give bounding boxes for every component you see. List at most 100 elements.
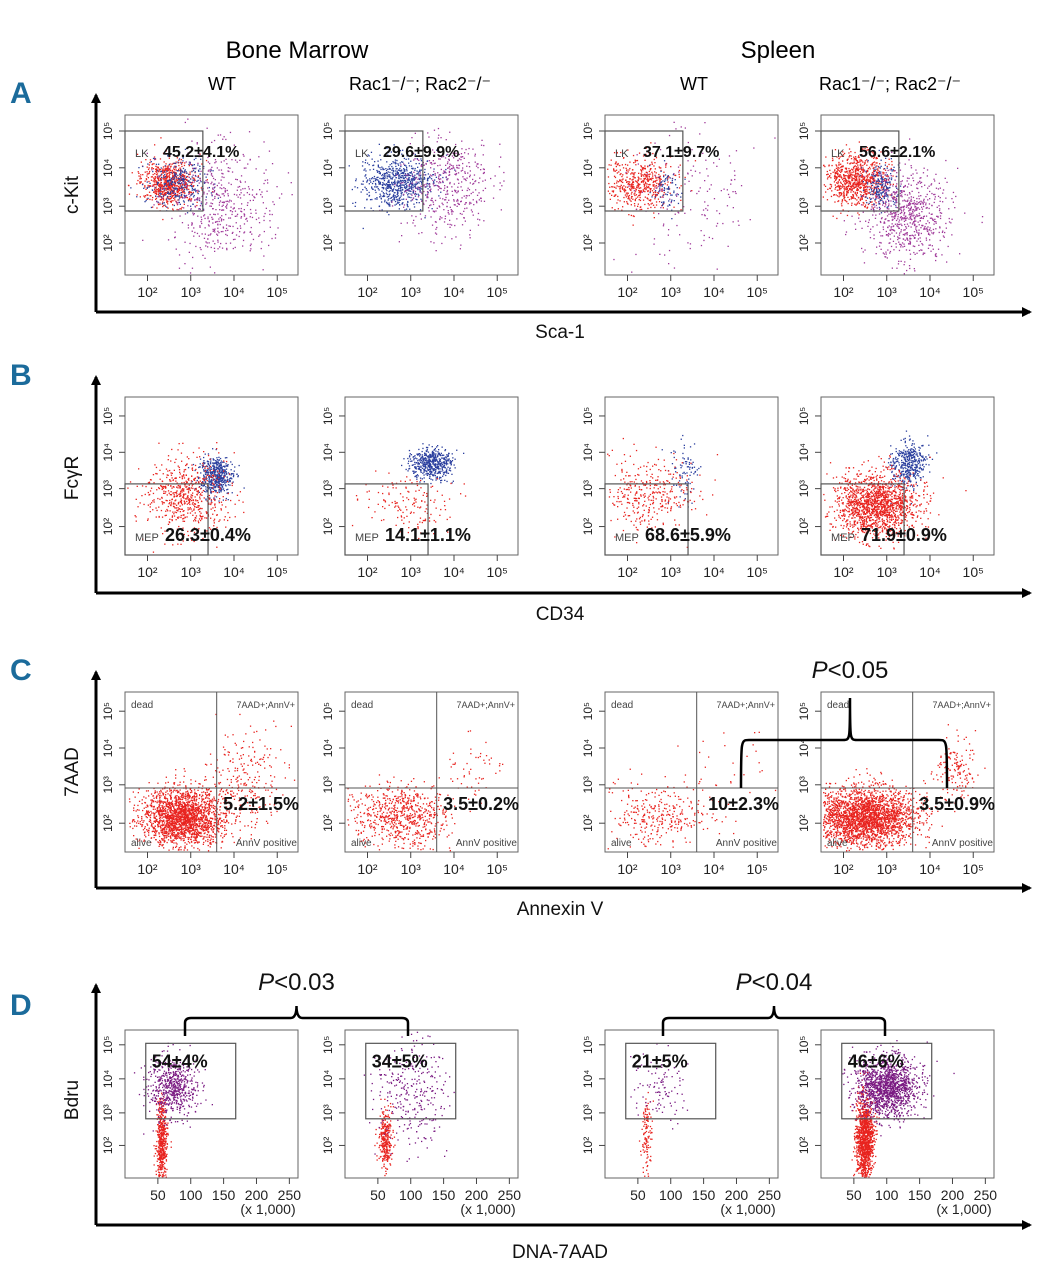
event-dot <box>188 191 190 193</box>
event-dot <box>260 247 262 250</box>
event-dot <box>839 189 841 191</box>
event-dot <box>425 183 427 185</box>
event-dot <box>140 177 142 180</box>
event-dot <box>890 228 892 230</box>
event-dot <box>216 220 218 223</box>
event-dot <box>908 242 910 245</box>
event-dot <box>666 208 668 210</box>
event-dot <box>196 180 198 182</box>
event-dot <box>242 153 244 156</box>
event-dot <box>147 186 149 188</box>
event-dot <box>197 164 199 166</box>
event-dot <box>158 190 160 193</box>
event-dot <box>848 198 851 201</box>
event-dot <box>243 223 246 225</box>
event-dot <box>219 223 221 226</box>
event-dot <box>212 228 214 231</box>
event-dot <box>903 214 905 216</box>
event-dot <box>393 181 395 184</box>
event-dot <box>159 185 161 187</box>
event-dot <box>652 181 654 184</box>
event-dot <box>888 181 890 183</box>
event-dot <box>848 174 850 176</box>
event-dot <box>663 192 665 194</box>
event-dot <box>470 209 473 211</box>
event-dot <box>181 206 183 209</box>
event-dot <box>853 174 855 176</box>
event-dot <box>890 173 892 175</box>
event-dot <box>291 194 293 196</box>
event-dot <box>399 179 402 181</box>
event-dot <box>847 192 849 194</box>
event-dot <box>444 199 446 201</box>
event-dot <box>930 250 932 252</box>
event-dot <box>882 176 884 178</box>
event-dot <box>375 186 377 188</box>
event-dot <box>864 204 867 206</box>
event-dot <box>180 174 182 176</box>
event-dot <box>915 208 917 210</box>
event-dot <box>253 196 255 198</box>
event-dot <box>273 203 275 206</box>
event-dot <box>437 172 439 174</box>
event-dot <box>917 207 919 209</box>
event-dot <box>394 163 397 165</box>
event-dot <box>871 204 873 206</box>
event-dot <box>906 205 908 207</box>
event-dot <box>402 182 404 184</box>
event-dot <box>846 159 848 161</box>
event-dot <box>264 179 266 182</box>
event-dot <box>430 216 432 218</box>
event-dot <box>475 189 477 191</box>
event-dot <box>218 204 220 206</box>
event-dot <box>188 180 190 182</box>
event-dot <box>912 196 915 199</box>
event-dot <box>865 150 867 152</box>
event-dot <box>859 161 861 163</box>
event-dot <box>834 201 836 203</box>
event-dot <box>390 176 392 178</box>
event-dot <box>830 184 833 186</box>
event-dot <box>423 184 425 187</box>
event-dot <box>889 177 891 179</box>
event-dot <box>166 183 168 185</box>
event-dot <box>909 213 911 215</box>
event-dot <box>423 190 425 193</box>
event-dot <box>201 195 203 198</box>
event-dot <box>851 171 853 174</box>
event-dot <box>651 177 653 179</box>
event-dot <box>384 183 386 185</box>
event-dot <box>398 199 400 201</box>
event-dot <box>411 194 413 196</box>
event-dot <box>870 164 872 166</box>
event-dot <box>469 170 471 172</box>
event-dot <box>872 177 874 179</box>
event-dot <box>939 208 941 210</box>
event-dot <box>401 191 403 194</box>
event-dot <box>408 174 410 176</box>
event-dot <box>149 185 152 187</box>
event-dot <box>857 181 860 183</box>
event-dot <box>414 185 417 187</box>
event-dot <box>387 168 389 170</box>
event-dot <box>164 168 166 170</box>
event-dot <box>880 198 883 200</box>
event-dot <box>193 181 196 183</box>
event-dot <box>159 183 161 186</box>
event-dot <box>217 239 219 241</box>
event-dot <box>182 187 184 189</box>
event-dot <box>840 171 842 173</box>
event-dot <box>450 164 452 166</box>
event-dot <box>838 164 840 166</box>
event-dot <box>474 161 476 163</box>
event-dot <box>155 197 158 199</box>
event-dot <box>193 189 195 191</box>
event-dot <box>225 227 228 230</box>
event-dot <box>388 183 391 186</box>
event-dot <box>370 207 372 209</box>
event-dot <box>203 165 205 168</box>
event-dot <box>415 163 417 165</box>
event-dot <box>152 184 154 186</box>
event-dot <box>845 168 847 170</box>
event-dot <box>899 169 902 171</box>
